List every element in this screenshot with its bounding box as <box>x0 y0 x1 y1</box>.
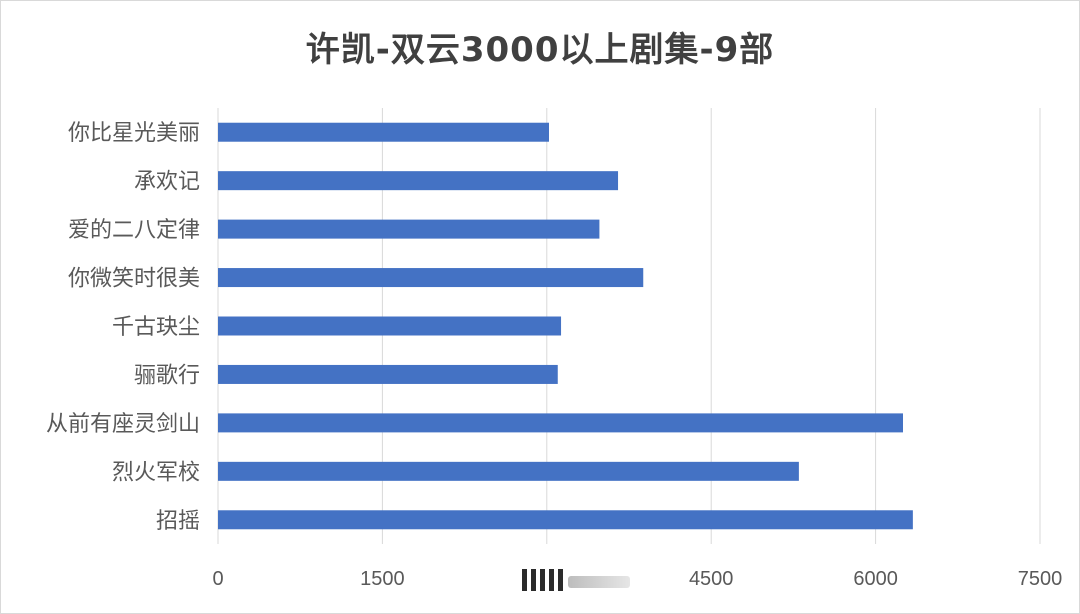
x-tick-label-7500: 7500 <box>1018 568 1063 590</box>
bar-1 <box>218 171 619 191</box>
bar-5 <box>218 364 558 384</box>
bar-3 <box>218 268 644 288</box>
x-tick-label-0: 0 <box>212 568 223 590</box>
category-label-7: 烈火军校 <box>112 460 200 485</box>
x-tick-label-4500: 4500 <box>689 568 734 590</box>
bar-7 <box>218 461 799 481</box>
bar-0 <box>218 122 549 142</box>
bar-8 <box>218 510 913 530</box>
chart-title: 许凯-双云3000以上剧集-9部 <box>305 30 775 70</box>
category-label-0: 你比星光美丽 <box>68 121 200 146</box>
category-label-6: 从前有座灵剑山 <box>46 412 200 437</box>
watermark-logo <box>522 569 567 591</box>
x-tick-label-1500: 1500 <box>360 568 405 590</box>
bar-6 <box>218 413 903 433</box>
bars <box>218 122 913 530</box>
category-label-8: 招摇 <box>156 509 200 534</box>
category-labels: 你比星光美丽承欢记爱的二八定律你微笑时很美千古玦尘骊歌行从前有座灵剑山烈火军校招… <box>46 121 200 534</box>
bar-4 <box>218 316 562 336</box>
category-label-5: 骊歌行 <box>134 363 200 388</box>
category-label-1: 承欢记 <box>134 170 200 195</box>
category-label-2: 爱的二八定律 <box>68 218 200 243</box>
x-tick-labels: 0 1500 4500 6000 7500 <box>212 568 1062 590</box>
category-label-4: 千古玦尘 <box>112 315 200 340</box>
watermark-text-blur <box>568 576 630 588</box>
category-label-3: 你微笑时很美 <box>68 267 200 292</box>
bar-2 <box>218 219 600 239</box>
x-tick-label-6000: 6000 <box>853 568 898 590</box>
